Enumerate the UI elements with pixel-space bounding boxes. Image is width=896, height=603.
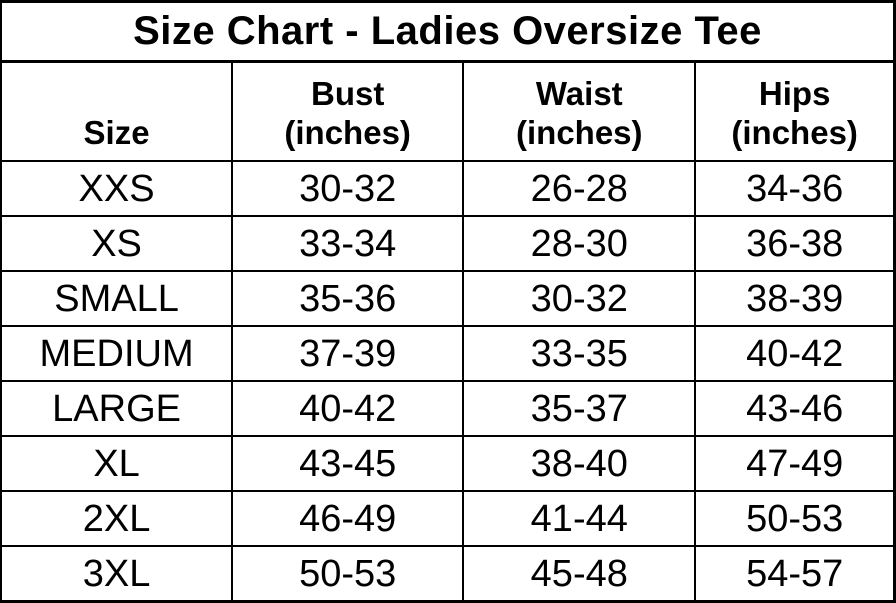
hips-cell: 50-53 xyxy=(694,490,896,547)
bust-cell: 43-45 xyxy=(231,435,465,492)
table-row: XL 43-45 38-40 47-49 xyxy=(0,435,896,492)
hips-cell: 43-46 xyxy=(694,380,896,437)
table-row: XS 33-34 28-30 36-38 xyxy=(0,215,896,272)
waist-cell: 45-48 xyxy=(462,545,697,603)
table-row: MEDIUM 37-39 33-35 40-42 xyxy=(0,325,896,382)
size-cell: XXS xyxy=(0,160,234,217)
header-row: Size Bust (inches) Waist (inches) Hips (… xyxy=(0,60,896,162)
hips-cell: 54-57 xyxy=(694,545,896,603)
waist-cell: 30-32 xyxy=(462,270,697,327)
column-header-unit: (inches) xyxy=(284,114,411,152)
size-cell: XS xyxy=(0,215,234,272)
title-row: Size Chart - Ladies Oversize Tee xyxy=(0,0,896,63)
size-cell: MEDIUM xyxy=(0,325,234,382)
hips-cell: 40-42 xyxy=(694,325,896,382)
column-header-label: Bust xyxy=(310,75,385,113)
column-header-label: Hips xyxy=(758,75,831,113)
bust-cell: 30-32 xyxy=(231,160,465,217)
size-cell: 2XL xyxy=(0,490,234,547)
column-header-label: Size xyxy=(83,114,150,152)
hips-cell: 47-49 xyxy=(694,435,896,492)
bust-cell: 35-36 xyxy=(231,270,465,327)
column-header-label: Waist xyxy=(535,75,623,113)
column-header-unit: (inches) xyxy=(731,114,858,152)
waist-cell: 35-37 xyxy=(462,380,697,437)
column-header-hips: Hips (inches) xyxy=(694,60,896,162)
column-header-bust: Bust (inches) xyxy=(231,60,465,162)
waist-cell: 26-28 xyxy=(462,160,697,217)
waist-cell: 38-40 xyxy=(462,435,697,492)
bust-cell: 46-49 xyxy=(231,490,465,547)
waist-cell: 41-44 xyxy=(462,490,697,547)
hips-cell: 38-39 xyxy=(694,270,896,327)
size-cell: SMALL xyxy=(0,270,234,327)
table-title: Size Chart - Ladies Oversize Tee xyxy=(0,0,896,63)
size-cell: LARGE xyxy=(0,380,234,437)
table-row: SMALL 35-36 30-32 38-39 xyxy=(0,270,896,327)
waist-cell: 33-35 xyxy=(462,325,697,382)
column-header-size: Size xyxy=(0,60,234,162)
waist-cell: 28-30 xyxy=(462,215,697,272)
bust-cell: 37-39 xyxy=(231,325,465,382)
column-header-waist: Waist (inches) xyxy=(462,60,697,162)
table-row: 3XL 50-53 45-48 54-57 xyxy=(0,545,896,603)
size-cell: 3XL xyxy=(0,545,234,603)
table-row: LARGE 40-42 35-37 43-46 xyxy=(0,380,896,437)
bust-cell: 33-34 xyxy=(231,215,465,272)
table-row: XXS 30-32 26-28 34-36 xyxy=(0,160,896,217)
hips-cell: 36-38 xyxy=(694,215,896,272)
table-row: 2XL 46-49 41-44 50-53 xyxy=(0,490,896,547)
bust-cell: 50-53 xyxy=(231,545,465,603)
size-cell: XL xyxy=(0,435,234,492)
column-header-unit: (inches) xyxy=(516,114,643,152)
bust-cell: 40-42 xyxy=(231,380,465,437)
hips-cell: 34-36 xyxy=(694,160,896,217)
